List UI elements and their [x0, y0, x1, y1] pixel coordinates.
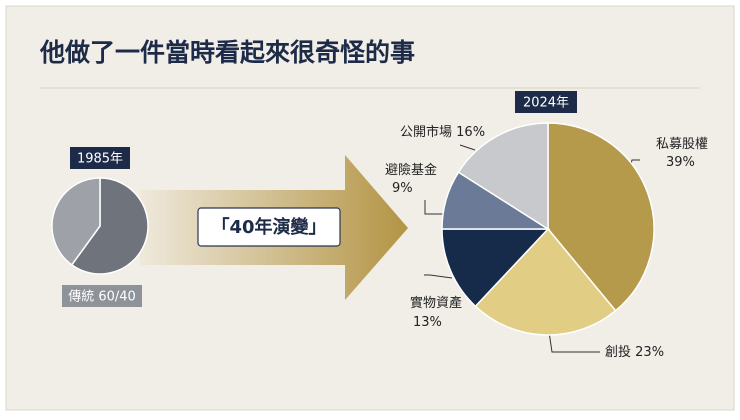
slice-label: 9%	[392, 181, 413, 196]
pie-slice	[457, 122, 549, 231]
slice-category: 實物資產	[410, 295, 462, 311]
pie-slice	[441, 228, 550, 308]
slice-category: 創投	[605, 344, 631, 360]
page-title: 他做了一件當時看起來很奇怪的事	[39, 38, 415, 67]
slice-value: 9%	[392, 181, 413, 196]
pie-slice	[70, 177, 149, 275]
year-label: 2024年	[523, 96, 569, 111]
pie-caption: 傳統 60/40	[68, 290, 136, 305]
pie-slice	[51, 177, 101, 266]
slice-category: 私募股權	[656, 137, 708, 152]
year-label: 1985年	[77, 152, 123, 167]
slice-label: 創投 23%	[605, 344, 664, 360]
slice-category: 公開市場	[400, 124, 452, 140]
slice-value: 39%	[666, 155, 695, 170]
slice-label: 私募股權	[656, 137, 708, 152]
pie-slice	[547, 122, 655, 312]
slice-value: 13%	[413, 315, 442, 330]
slice-value: 16%	[456, 125, 485, 140]
slice-category: 避險基金	[385, 162, 437, 178]
slice-label: 公開市場 16%	[400, 124, 485, 140]
pie-slice	[474, 227, 617, 336]
arrow-label-box	[197, 207, 341, 247]
slice-label: 實物資產	[410, 295, 462, 311]
pie-caption-box	[62, 285, 142, 307]
arrow-label: 「40年演變」	[211, 216, 326, 238]
year-badge	[70, 147, 130, 169]
slice-label: 13%	[413, 315, 442, 330]
year-badge	[515, 91, 577, 113]
slice-label: 避險基金	[385, 162, 437, 178]
slice-value: 23%	[635, 345, 664, 360]
slice-label: 39%	[666, 155, 695, 170]
